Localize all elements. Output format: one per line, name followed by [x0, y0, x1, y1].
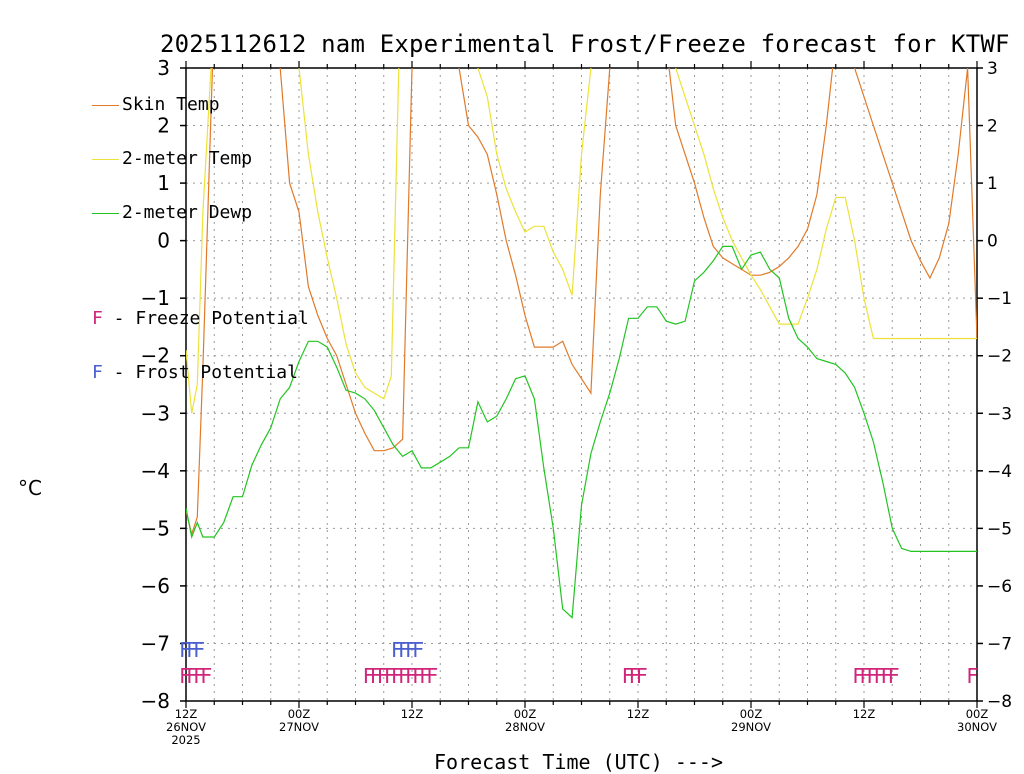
y-tick-label-right: −2 — [987, 347, 1012, 367]
freeze-marker: F — [412, 664, 424, 688]
y-tick-label-left: 1 — [157, 171, 170, 195]
y-tick-label-right: 0 — [987, 232, 998, 252]
x-tick-label: 00Z — [966, 707, 989, 721]
legend-swatch-2m-temp — [92, 158, 119, 160]
x-tick-label: 00Z — [514, 707, 537, 721]
y-tick-label-left: −5 — [141, 516, 170, 540]
freeze-marker: F — [384, 664, 396, 688]
y-tick-label-right: 3 — [987, 59, 998, 79]
x-tick-label: 26NOV — [166, 720, 206, 734]
x-tick-label: 12Z — [175, 707, 198, 721]
freeze-marker: F — [370, 664, 382, 688]
x-tick-label: 12Z — [853, 707, 876, 721]
legend-item-2m-dewp: 2-meter Dewp — [92, 204, 309, 222]
freeze-marker: F — [852, 664, 864, 688]
x-tick-label: 30NOV — [957, 720, 997, 734]
legend-label-2m-temp: 2-meter Temp — [122, 148, 253, 169]
y-tick-label-right: −6 — [987, 577, 1012, 597]
legend-label-skin-temp: Skin Temp — [122, 94, 220, 115]
chart-title: 2025112612 nam Experimental Frost/Freeze… — [160, 30, 1010, 58]
y-tick-label-right: −7 — [987, 634, 1012, 654]
freeze-marker: F — [873, 664, 885, 688]
x-tick-label: 00Z — [288, 707, 311, 721]
legend: Skin Temp 2-meter Temp 2-meter Dewp F - … — [92, 60, 309, 400]
freeze-marker: F — [622, 664, 634, 688]
y-tick-label-right: −1 — [987, 289, 1012, 309]
x-tick-label: 00Z — [740, 707, 763, 721]
y-axis-label: °C — [18, 476, 42, 500]
frost-marker: F — [391, 638, 403, 662]
legend-swatch-skin-temp — [92, 104, 119, 106]
x-tick-label: 29NOV — [731, 720, 771, 734]
freeze-marker: F — [881, 664, 893, 688]
freeze-marker: F — [866, 664, 878, 688]
freeze-marker: F — [186, 664, 198, 688]
series-line-2-meter-temp — [186, 68, 977, 414]
y-tick-label-right: −4 — [987, 462, 1012, 482]
legend-frost-potential: F - Frost Potential — [92, 364, 309, 382]
x-tick-label: 27NOV — [279, 720, 319, 734]
freeze-marker: F — [966, 664, 978, 688]
y-tick-label-right: −5 — [987, 519, 1012, 539]
y-tick-label-left: −4 — [141, 459, 170, 483]
freeze-marker: F — [179, 664, 191, 688]
frost-letter: F — [92, 362, 103, 383]
x-tick-label: 28NOV — [505, 720, 545, 734]
frost-marker: F — [398, 638, 410, 662]
freeze-text: - Freeze Potential — [102, 308, 309, 329]
freeze-marker: F — [629, 664, 641, 688]
frost-marker: F — [193, 638, 205, 662]
x-tick-label: 12Z — [627, 707, 650, 721]
frost-marker: F — [186, 638, 198, 662]
legend-freeze-potential: F - Freeze Potential — [92, 310, 309, 328]
y-tick-label-right: −3 — [987, 404, 1012, 424]
y-tick-label-left: 2 — [157, 114, 170, 138]
freeze-marker: F — [377, 664, 389, 688]
freeze-marker: F — [398, 664, 410, 688]
freeze-marker: F — [391, 664, 403, 688]
y-tick-label-right: 2 — [987, 117, 998, 137]
frost-marker: F — [179, 638, 191, 662]
y-tick-label-left: −8 — [141, 689, 170, 713]
legend-label-2m-dewp: 2-meter Dewp — [122, 202, 253, 223]
x-tick-label: 12Z — [401, 707, 424, 721]
freeze-marker: F — [888, 664, 900, 688]
y-tick-label-left: −6 — [141, 574, 170, 598]
series-line-skin-temp — [186, 68, 977, 537]
legend-item-2m-temp: 2-meter Temp — [92, 150, 309, 168]
frost-text: - Frost Potential — [102, 362, 298, 383]
freeze-marker: F — [426, 664, 438, 688]
y-tick-label-left: −7 — [141, 631, 170, 655]
y-tick-label-left: 0 — [157, 229, 170, 253]
freeze-marker: F — [419, 664, 431, 688]
legend-item-skin-temp: Skin Temp — [92, 96, 309, 114]
y-tick-label-left: 3 — [157, 56, 170, 80]
y-tick-label-left: −2 — [141, 344, 170, 368]
x-tick-label: 2025 — [171, 733, 200, 747]
freeze-marker: F — [859, 664, 871, 688]
y-tick-label-right: −8 — [987, 692, 1012, 712]
freeze-marker: F — [636, 664, 648, 688]
series-line-2-meter-dewp — [186, 245, 977, 619]
y-tick-label-left: −1 — [141, 286, 170, 310]
freeze-marker: F — [363, 664, 375, 688]
freeze-letter: F — [92, 308, 103, 329]
freeze-marker: F — [200, 664, 212, 688]
legend-swatch-2m-dewp — [92, 212, 119, 214]
freeze-marker: F — [405, 664, 417, 688]
frost-marker: F — [405, 638, 417, 662]
y-tick-label-left: −3 — [141, 401, 170, 425]
x-axis-label: Forecast Time (UTC) ---> — [434, 750, 723, 774]
y-tick-label-right: 1 — [987, 174, 998, 194]
freeze-marker: F — [193, 664, 205, 688]
frost-marker: F — [412, 638, 424, 662]
